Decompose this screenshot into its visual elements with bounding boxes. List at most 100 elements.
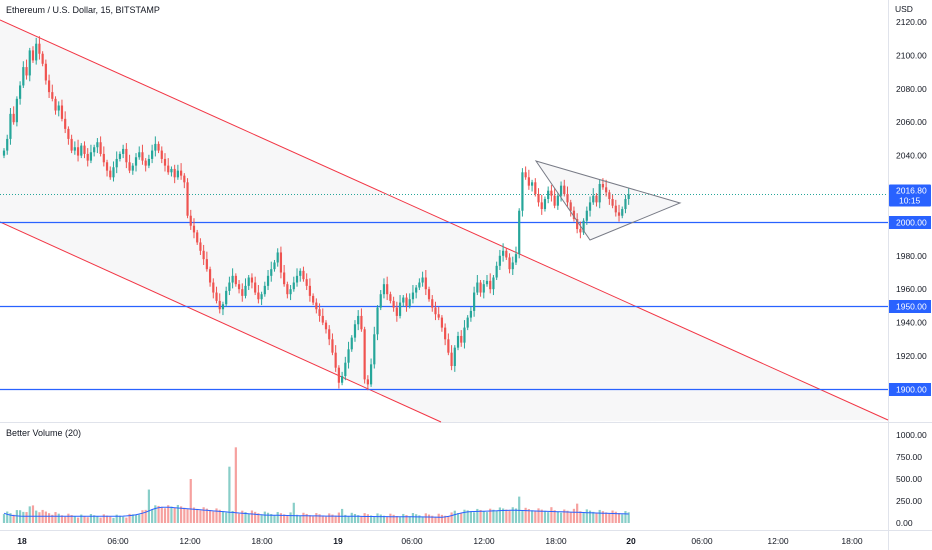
candle-body-13 <box>44 63 47 81</box>
volume-bar-166 <box>537 508 540 523</box>
volume-bar-110 <box>357 515 360 523</box>
volume-bar-130 <box>421 516 424 523</box>
candle-body-80 <box>260 294 263 300</box>
candle-body-78 <box>254 282 257 293</box>
volume-bar-107 <box>347 516 350 523</box>
candle-body-76 <box>247 277 250 286</box>
candle-body-145 <box>469 310 472 318</box>
candle-body-45 <box>147 158 150 166</box>
volume-bar-34 <box>112 517 115 523</box>
volume-bar-50 <box>163 508 167 523</box>
volume-bar-131 <box>424 513 427 523</box>
volume-bar-114 <box>369 515 373 523</box>
candle-body-81 <box>263 285 266 295</box>
candle-body-35 <box>115 158 118 168</box>
candle-body-90 <box>292 282 295 290</box>
volume-bar-85 <box>276 512 279 523</box>
candle-body-146 <box>473 292 476 311</box>
volume-bar-73 <box>237 513 241 523</box>
volume-bar-142 <box>460 513 463 523</box>
time-tick-3: 18:00 <box>251 536 273 546</box>
volume-bar-153 <box>495 510 498 523</box>
candle-body-69 <box>225 290 228 305</box>
volume-bar-72 <box>234 447 237 523</box>
candle-body-39 <box>128 162 131 171</box>
volume-bar-170 <box>550 507 553 523</box>
volume-bar-102 <box>331 514 334 523</box>
candle-body-16 <box>54 98 57 111</box>
candle-body-86 <box>279 252 283 273</box>
volume-bar-76 <box>247 513 250 523</box>
volume-bar-182 <box>588 510 592 523</box>
channel-upper-line[interactable] <box>0 19 889 421</box>
candle-body-25 <box>83 145 86 154</box>
volume-bar-94 <box>305 513 308 523</box>
volume-title[interactable]: Better Volume (20) <box>6 428 81 438</box>
level-tag-bg-2 <box>889 383 931 396</box>
volume-bar-138 <box>447 516 450 523</box>
candle-body-66 <box>215 292 218 301</box>
candle-body-63 <box>205 259 208 270</box>
candle-body-7 <box>25 67 28 76</box>
volume-tick-2: 500.00 <box>896 474 922 484</box>
candle-body-11 <box>38 43 41 54</box>
volume-bar-184 <box>595 513 598 523</box>
triangle-pattern[interactable] <box>534 160 682 241</box>
volume-bar-112 <box>363 513 366 523</box>
volume-bar-40 <box>131 514 134 523</box>
candle-body-151 <box>489 280 492 290</box>
candle-body-123 <box>398 302 402 316</box>
volume-bar-95 <box>308 515 311 523</box>
candle-body-64 <box>208 269 212 283</box>
volume-bar-60 <box>196 508 199 523</box>
volume-bar-29 <box>96 516 99 523</box>
volume-bar-81 <box>263 511 266 523</box>
volume-bar-25 <box>83 515 86 523</box>
volume-bar-70 <box>228 466 231 523</box>
candle-body-153 <box>495 265 498 278</box>
volume-bar-6 <box>22 511 25 523</box>
volume-bar-14 <box>47 513 51 523</box>
volume-bar-141 <box>456 513 460 523</box>
volume-bar-164 <box>530 510 534 523</box>
volume-bar-121 <box>392 514 395 523</box>
volume-axis[interactable]: 1000.00 750.00 500.00 250.00 0.00 <box>896 430 927 528</box>
candle-body-59 <box>192 225 196 233</box>
volume-bar-31 <box>102 514 105 523</box>
candle-body-98 <box>318 309 321 316</box>
candle-body-185 <box>598 183 601 203</box>
volume-bar-176 <box>569 511 572 523</box>
time-axis[interactable]: 18 06:00 12:00 18:00 19 06:00 12:00 18:00 20 06:0… <box>17 536 863 546</box>
candle-body-150 <box>485 280 489 285</box>
volume-bar-148 <box>479 509 482 523</box>
candle-body-191 <box>617 212 621 216</box>
volume-bar-151 <box>489 508 492 523</box>
candle-body-158 <box>511 262 514 270</box>
chart-title[interactable]: Ethereum / U.S. Dollar, 15, BITSTAMP <box>6 5 160 15</box>
candle-body-172 <box>556 195 559 206</box>
volume-bar-156 <box>505 509 508 523</box>
candle-body-1 <box>6 138 9 151</box>
volume-bar-0 <box>2 514 6 523</box>
candle-body-115 <box>373 334 376 365</box>
volume-bar-178 <box>576 503 579 523</box>
volume-bar-185 <box>598 509 601 523</box>
volume-bar-175 <box>566 510 569 523</box>
candle-body-152 <box>492 277 495 290</box>
candle-body-46 <box>151 150 154 159</box>
volume-bar-38 <box>125 517 128 523</box>
candle-body-61 <box>199 242 202 251</box>
volume-bar-20 <box>67 513 70 523</box>
candle-body-118 <box>382 284 386 295</box>
candle-body-40 <box>131 165 134 171</box>
candle-body-186 <box>601 183 605 188</box>
candle-body-184 <box>595 195 598 203</box>
volume-bar-28 <box>93 515 96 523</box>
volume-bar-16 <box>54 512 57 523</box>
volume-bar-124 <box>402 513 405 523</box>
candle-body-148 <box>479 282 482 293</box>
candle-body-15 <box>51 92 54 99</box>
volume-bar-53 <box>173 507 176 523</box>
price-pane[interactable] <box>0 0 888 422</box>
